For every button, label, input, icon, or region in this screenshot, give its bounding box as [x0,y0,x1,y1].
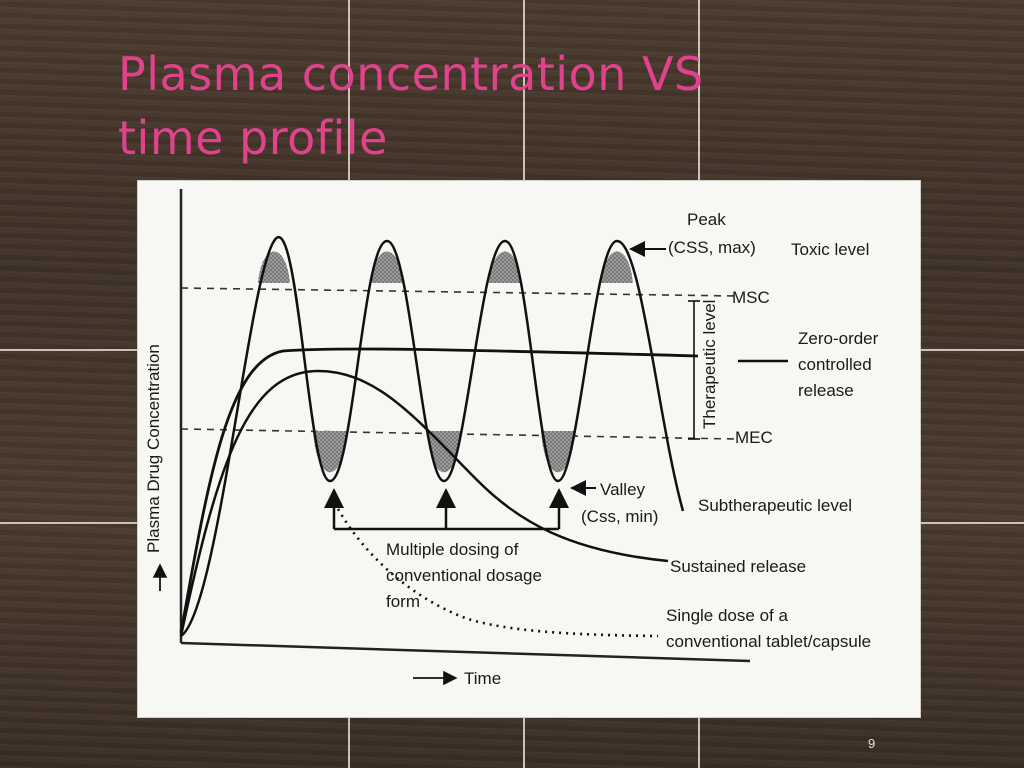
pk-profile-figure: Plasma Drug Concentration Time Peak (CSS… [137,180,921,718]
toxic-zone-shading [258,251,633,283]
x-axis-label: Time [464,669,501,688]
peak-label: Peak [687,210,726,229]
single-dose-label-1: Single dose of a [666,606,788,625]
multiple-dosing-label-1: Multiple dosing of [386,540,519,559]
valley-label: Valley [600,480,646,499]
slide-title-line-2: time profile [118,111,388,165]
page-number: 9 [868,736,876,751]
pk-profile-diagram: Plasma Drug Concentration Time Peak (CSS… [144,189,879,688]
toxic-level-label: Toxic level [791,240,869,259]
multiple-dosing-curve [180,236,685,638]
therapeutic-level-label: Therapeutic level [700,300,719,429]
y-axis-label: Plasma Drug Concentration [144,344,163,553]
zero-order-curve [179,347,699,634]
zero-order-label-1: Zero-order [798,329,879,348]
x-axis [180,641,751,663]
subtherapeutic-zone-shading [313,431,575,473]
zero-order-label-3: release [798,381,854,400]
msc-line [180,287,736,297]
mec-label: MEC [735,428,773,447]
single-dose-label-2: conventional tablet/capsule [666,632,871,651]
slide-title: Plasma concentration VS time profile [118,42,918,170]
msc-label: MSC [732,288,770,307]
zero-order-label-2: controlled [798,355,872,374]
multiple-dosing-label-3: form [386,592,420,611]
valley-formula-label: (Css, min) [581,507,658,526]
peak-formula-label: (CSS, max) [668,238,756,257]
multiple-dosing-label-2: conventional dosage [386,566,542,585]
subtherapeutic-label: Subtherapeutic level [698,496,852,515]
slide-title-line-1: Plasma concentration VS [118,47,704,101]
sustained-release-label: Sustained release [670,557,806,576]
